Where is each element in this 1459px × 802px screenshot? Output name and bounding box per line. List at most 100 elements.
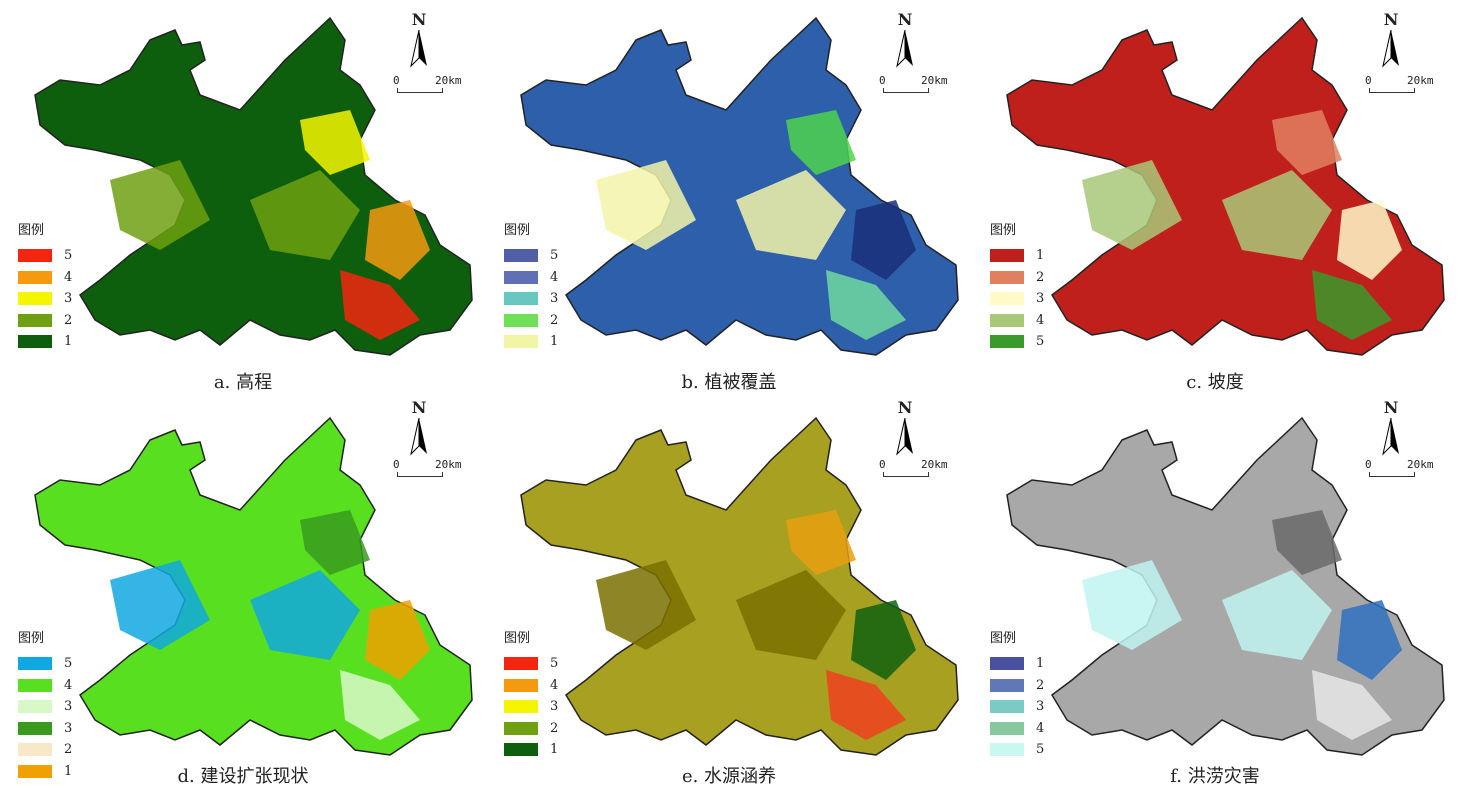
legend-swatch bbox=[18, 313, 52, 327]
legend-swatch bbox=[504, 292, 538, 306]
legend-label: 3 bbox=[1036, 699, 1045, 715]
class-patch bbox=[1337, 600, 1402, 680]
class-patch bbox=[1337, 200, 1402, 280]
legend: 图例 5 4 3 2 1 bbox=[504, 627, 558, 761]
legend-item: 5 bbox=[504, 653, 558, 675]
legend-label: 4 bbox=[64, 677, 73, 693]
class-patch bbox=[1312, 270, 1392, 340]
class-patch bbox=[365, 600, 430, 680]
legend-swatch bbox=[504, 657, 538, 671]
legend-title: 图例 bbox=[990, 631, 1017, 646]
region-outline bbox=[34, 416, 473, 756]
legend-item: 2 bbox=[504, 310, 558, 332]
legend-item: 3 bbox=[504, 288, 558, 310]
class-patch bbox=[596, 160, 696, 250]
legend-swatch bbox=[504, 678, 538, 692]
legend-item: 4 bbox=[990, 310, 1044, 332]
legend-label: 2 bbox=[550, 312, 559, 328]
north-arrow: N bbox=[885, 12, 925, 72]
legend-label: 4 bbox=[550, 677, 559, 693]
caption: c. 坡度 bbox=[1186, 372, 1244, 393]
legend-swatch bbox=[990, 678, 1024, 692]
caption: f. 洪涝灾害 bbox=[1170, 766, 1260, 787]
class-patch bbox=[736, 570, 846, 660]
class-patch bbox=[300, 110, 370, 175]
legend-swatch bbox=[504, 700, 538, 714]
legend-swatch bbox=[18, 657, 52, 671]
legend-swatch bbox=[18, 249, 52, 263]
legend-swatch bbox=[990, 313, 1024, 327]
legend-label: 5 bbox=[64, 656, 73, 672]
north-arrow: N bbox=[399, 12, 439, 72]
legend-swatch bbox=[990, 270, 1024, 284]
class-patch bbox=[250, 570, 360, 660]
legend-swatch bbox=[18, 292, 52, 306]
legend-label: 3 bbox=[1036, 291, 1045, 307]
legend-item: 1 bbox=[504, 739, 558, 761]
map-region bbox=[1006, 416, 1445, 756]
legend-title: 图例 bbox=[504, 631, 531, 646]
legend-item: 5 bbox=[18, 245, 72, 267]
legend-label: 5 bbox=[550, 248, 559, 264]
north-arrow-icon bbox=[1382, 417, 1399, 456]
legend-label: 2 bbox=[64, 312, 73, 328]
legend-swatch bbox=[990, 721, 1024, 735]
legend: 图例 1 2 3 4 5 bbox=[990, 627, 1044, 761]
legend-item: 2 bbox=[990, 675, 1044, 697]
legend-label: 2 bbox=[1036, 677, 1045, 693]
legend-swatch bbox=[990, 700, 1024, 714]
legend-item: 1 bbox=[990, 245, 1044, 267]
legend-swatch bbox=[18, 764, 52, 778]
legend-label: 3 bbox=[64, 699, 73, 715]
legend-label: 4 bbox=[1036, 312, 1045, 328]
class-patch bbox=[826, 670, 906, 740]
legend-label: 4 bbox=[64, 269, 73, 285]
legend-item: 1 bbox=[18, 331, 72, 353]
legend-swatch bbox=[18, 270, 52, 284]
legend-item: 5 bbox=[990, 331, 1044, 353]
legend-label: 2 bbox=[550, 720, 559, 736]
legend-swatch bbox=[504, 721, 538, 735]
legend-label: 2 bbox=[1036, 269, 1045, 285]
legend-swatch bbox=[990, 249, 1024, 263]
region-outline bbox=[34, 16, 473, 356]
legend-label: 1 bbox=[550, 742, 559, 758]
legend-label: 3 bbox=[550, 699, 559, 715]
legend-label: 5 bbox=[550, 656, 559, 672]
legend-label: 1 bbox=[550, 334, 559, 350]
region-outline bbox=[1006, 416, 1445, 756]
north-arrow-icon bbox=[410, 417, 427, 456]
legend-title: 图例 bbox=[18, 223, 45, 238]
caption: a. 高程 bbox=[213, 372, 273, 393]
legend-item: 4 bbox=[504, 675, 558, 697]
legend-swatch bbox=[990, 743, 1024, 757]
class-patch bbox=[851, 600, 916, 680]
legend-label: 2 bbox=[64, 742, 73, 758]
legend-item: 3 bbox=[18, 718, 72, 740]
legend: 图例 1 2 3 4 5 bbox=[990, 219, 1044, 353]
class-patch bbox=[250, 170, 360, 260]
legend-swatch bbox=[18, 335, 52, 349]
class-patch bbox=[365, 200, 430, 280]
class-patch bbox=[1272, 510, 1342, 575]
north-arrow: N bbox=[1371, 400, 1411, 460]
legend-label: 4 bbox=[1036, 720, 1045, 736]
legend-label: 5 bbox=[1036, 334, 1045, 350]
class-patch bbox=[1222, 170, 1332, 260]
legend-item: 5 bbox=[18, 653, 72, 675]
north-arrow-icon bbox=[896, 417, 913, 456]
north-arrow: N bbox=[399, 400, 439, 460]
legend-title: 图例 bbox=[990, 223, 1017, 238]
legend-item: 4 bbox=[18, 675, 72, 697]
map-region bbox=[520, 416, 959, 756]
class-patch bbox=[1312, 670, 1392, 740]
legend-item: 4 bbox=[504, 267, 558, 289]
class-patch bbox=[596, 560, 696, 650]
caption: b. 植被覆盖 bbox=[681, 372, 777, 393]
legend-swatch bbox=[504, 270, 538, 284]
